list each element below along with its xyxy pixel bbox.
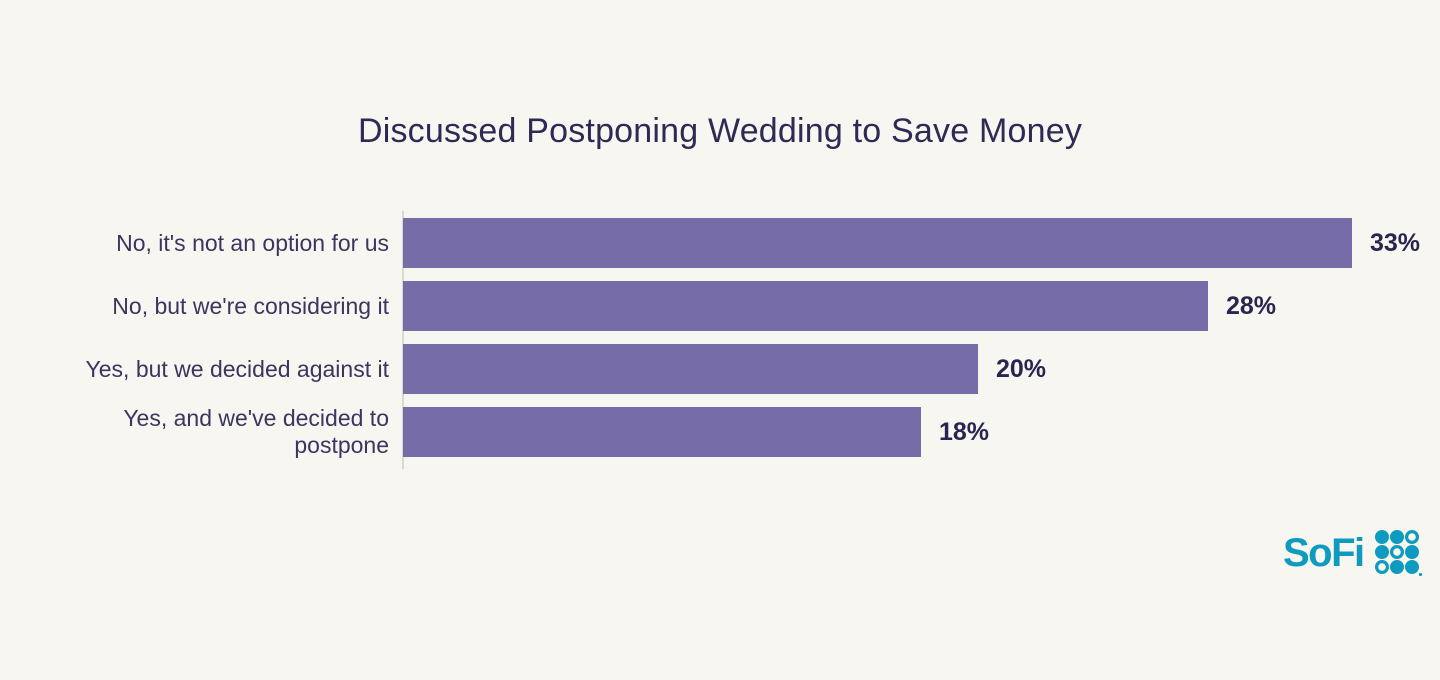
category-label: Yes, but we decided against it [85, 355, 389, 382]
bar [403, 407, 921, 457]
bar [403, 344, 978, 394]
bar-area: 18% [403, 407, 1440, 457]
bar-area: 33% [403, 218, 1440, 268]
bar-row: Yes, but we decided against it 20% [0, 344, 1440, 394]
value-label: 18% [939, 417, 990, 446]
bar-chart: No, it's not an option for us 33% No, but … [0, 218, 1440, 470]
sofi-logo: SoFi [1283, 528, 1422, 578]
bar-row: Yes, and we've decided to postpone 18% [0, 405, 1440, 458]
bar [403, 218, 1352, 268]
category-label: Yes, and we've decided to postpone [123, 405, 389, 458]
chart-title: Discussed Postponing Wedding to Save Mon… [357, 112, 1083, 150]
category-label: No, but we're considering it [112, 292, 389, 319]
y-axis-line [402, 211, 404, 469]
bar-area: 28% [403, 281, 1440, 331]
value-label: 33% [1370, 228, 1421, 257]
value-label: 20% [996, 354, 1047, 383]
bar-area: 20% [403, 344, 1440, 394]
value-label: 28% [1226, 291, 1277, 320]
category-label: No, it's not an option for us [116, 229, 389, 256]
bar [403, 281, 1208, 331]
bar-row: No, it's not an option for us 33% [0, 218, 1440, 268]
bar-row: No, but we're considering it 28% [0, 281, 1440, 331]
sofi-logo-dots-icon [1374, 529, 1422, 577]
sofi-logo-text: SoFi [1283, 531, 1365, 575]
